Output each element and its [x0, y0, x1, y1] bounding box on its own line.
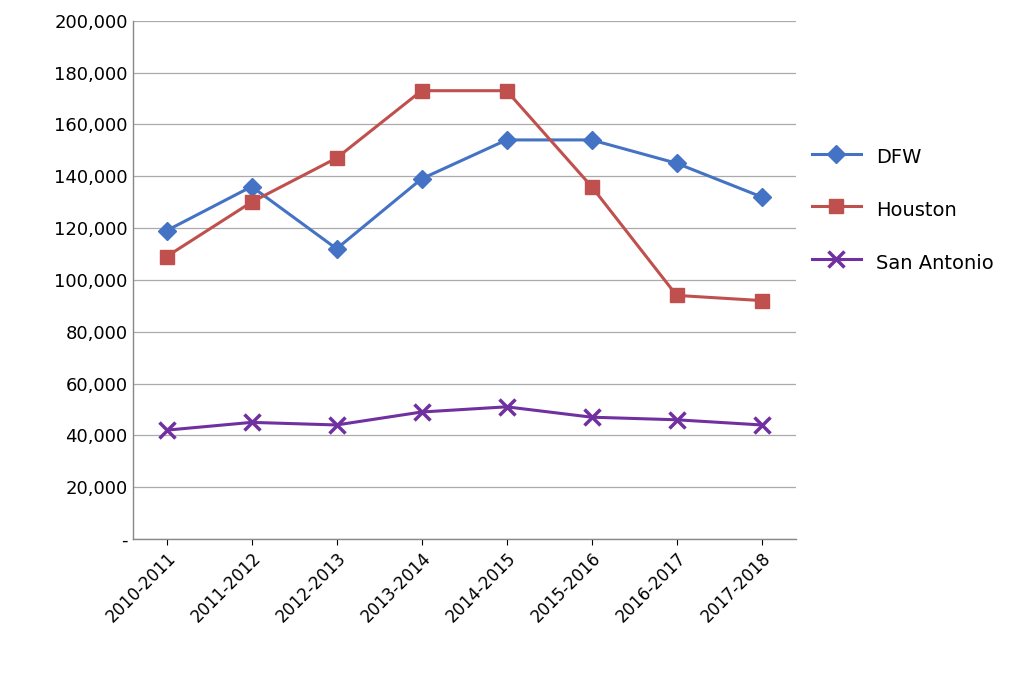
DFW	[500, 136, 513, 144]
Legend: DFW, Houston, San Antonio: DFW, Houston, San Antonio	[811, 144, 993, 274]
San Antonio	[585, 413, 597, 422]
San Antonio	[500, 403, 513, 411]
DFW	[669, 159, 682, 167]
San Antonio	[669, 416, 682, 424]
DFW	[755, 193, 767, 201]
DFW	[330, 245, 342, 253]
San Antonio	[755, 421, 767, 429]
Houston	[160, 252, 172, 261]
Houston	[330, 154, 342, 162]
DFW	[246, 182, 258, 191]
San Antonio	[160, 426, 172, 435]
Line: San Antonio: San Antonio	[159, 399, 768, 438]
Houston	[415, 86, 427, 95]
Houston	[755, 296, 767, 305]
DFW	[160, 227, 172, 235]
DFW	[415, 175, 427, 183]
DFW	[585, 136, 597, 144]
Houston	[246, 198, 258, 207]
Houston	[585, 182, 597, 191]
San Antonio	[330, 421, 342, 429]
Line: Houston: Houston	[160, 84, 767, 307]
San Antonio	[246, 418, 258, 426]
Houston	[669, 292, 682, 300]
San Antonio	[415, 408, 427, 416]
Line: DFW: DFW	[160, 133, 767, 255]
Houston	[500, 86, 513, 95]
